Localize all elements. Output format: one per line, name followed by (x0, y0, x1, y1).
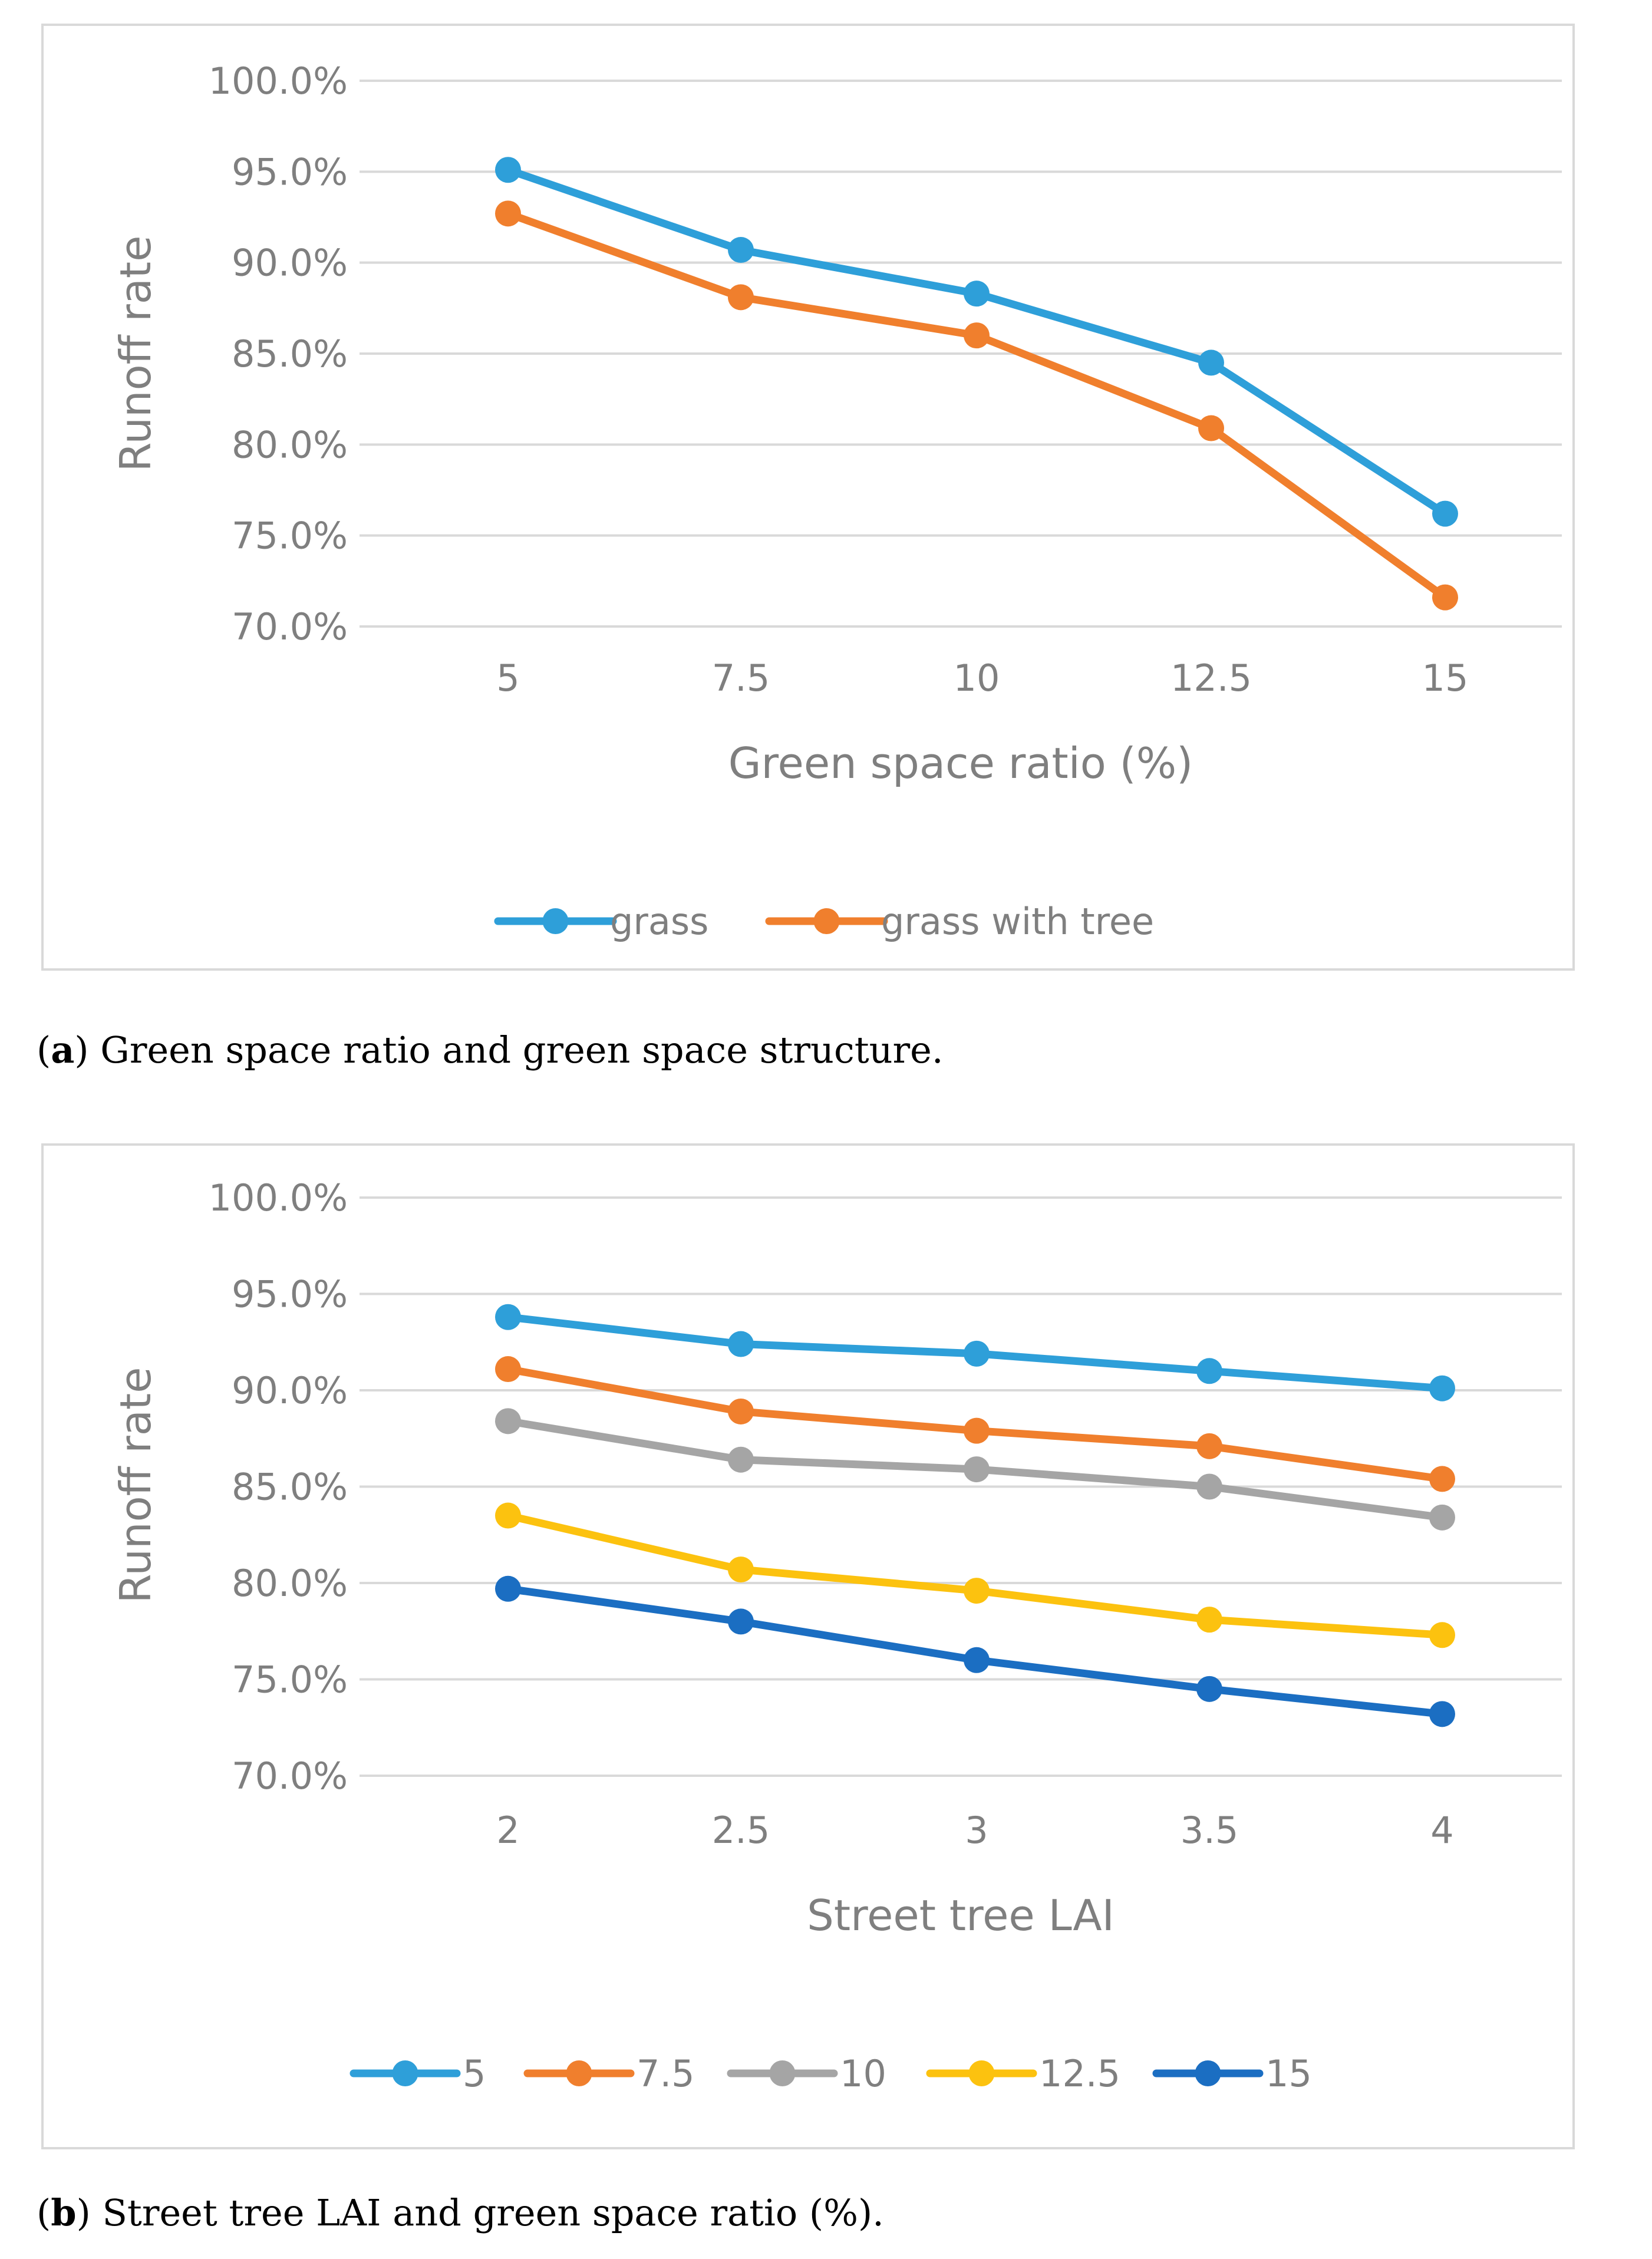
data-point (1429, 1701, 1455, 1727)
legend-label: 5 (463, 2052, 486, 2095)
data-point (1196, 1607, 1222, 1633)
legend-marker (566, 2060, 592, 2086)
data-point (728, 1446, 754, 1473)
y-tick-label: 85.0% (232, 1466, 348, 1509)
y-tick-label: 90.0% (232, 1369, 348, 1412)
data-point (1198, 415, 1224, 441)
y-axis-title: Runoff rate (111, 236, 160, 472)
y-tick-label: 80.0% (232, 1562, 348, 1605)
data-point (728, 1556, 754, 1583)
y-tick-label: 85.0% (232, 332, 348, 375)
data-point (728, 1608, 754, 1635)
data-point (1432, 500, 1458, 527)
caption-a: (a) Green space ratio and green space st… (37, 1028, 944, 1071)
chart-b: 100.0% 95.0% 90.0% 85.0% 80.0% 75.0% 70.0% 2 2.5… (41, 1143, 1575, 2149)
data-point (1429, 1375, 1455, 1401)
chart-frame (41, 24, 1575, 971)
data-point (495, 1408, 521, 1434)
data-point (728, 237, 754, 263)
data-point (964, 1456, 990, 1483)
data-point (964, 1647, 990, 1673)
legend-marker (968, 2060, 995, 2086)
data-point (1196, 1433, 1222, 1459)
legend-label: 12.5 (1039, 2052, 1120, 2095)
data-point (964, 281, 990, 307)
legend-label: grass with tree (881, 900, 1154, 943)
y-tick-label: 75.0% (232, 515, 348, 558)
data-point (495, 1304, 521, 1330)
data-point (964, 1340, 990, 1367)
y-tick-label: 100.0% (209, 1176, 348, 1219)
y-tick-label: 75.0% (232, 1658, 348, 1701)
legend-marker (769, 2060, 796, 2086)
caption-b-letter: b (51, 2191, 77, 2234)
legend-label: 7.5 (637, 2052, 695, 2095)
data-point (1429, 1504, 1455, 1531)
x-tick-label: 4 (1430, 1809, 1453, 1852)
y-tick-label: 70.0% (232, 1755, 348, 1798)
data-point (1429, 1622, 1455, 1648)
data-point (964, 1417, 990, 1444)
data-point (1429, 1466, 1455, 1492)
data-point (1196, 1358, 1222, 1384)
x-tick-label: 5 (496, 657, 519, 700)
data-point (964, 1578, 990, 1604)
data-point (964, 322, 990, 349)
y-tick-label: 95.0% (232, 150, 348, 193)
y-tick-label: 70.0% (232, 605, 348, 648)
legend-label: 10 (840, 2052, 886, 2095)
chart-a: 100.0% 95.0% 90.0% 85.0% 80.0% 75.0% 70.0% 5 7.5… (41, 24, 1575, 971)
x-tick-label: 2 (496, 1809, 519, 1852)
y-tick-label: 100.0% (209, 60, 348, 103)
x-tick-label: 3.5 (1181, 1809, 1239, 1852)
data-point (728, 284, 754, 311)
data-point (1196, 1676, 1222, 1702)
caption-a-letter: a (51, 1028, 75, 1071)
x-tick-label: 7.5 (712, 657, 770, 700)
data-point (1196, 1473, 1222, 1500)
x-axis-title: Street tree LAI (807, 1891, 1114, 1940)
caption-b: (b) Street tree LAI and green space rati… (37, 2191, 884, 2234)
x-tick-label: 12.5 (1170, 657, 1252, 700)
x-tick-label: 10 (954, 657, 1000, 700)
legend-marker (392, 2060, 418, 2086)
x-tick-label: 2.5 (712, 1809, 770, 1852)
legend-marker (813, 908, 840, 934)
legend-label: 15 (1265, 2052, 1312, 2095)
data-point (495, 1575, 521, 1602)
data-point (1198, 349, 1224, 376)
legend-label: grass (610, 900, 708, 943)
x-tick-label: 15 (1422, 657, 1469, 700)
data-point (1432, 584, 1458, 611)
data-point (728, 1331, 754, 1357)
y-tick-label: 95.0% (232, 1273, 348, 1316)
x-axis-title: Green space ratio (%) (728, 738, 1193, 788)
y-axis-title: Runoff rate (111, 1367, 160, 1604)
x-tick-label: 3 (965, 1809, 988, 1852)
data-point (495, 1502, 521, 1529)
caption-a-text: ) Green space ratio and green space stru… (74, 1028, 944, 1071)
data-point (495, 200, 521, 227)
y-tick-label: 90.0% (232, 242, 348, 285)
data-point (495, 157, 521, 183)
data-point (495, 1356, 521, 1383)
chart-frame (41, 1143, 1575, 2149)
legend-marker (1195, 2060, 1221, 2086)
y-tick-label: 80.0% (232, 423, 348, 466)
legend-marker (542, 908, 569, 934)
caption-b-text: ) Street tree LAI and green space ratio … (76, 2191, 884, 2234)
data-point (728, 1398, 754, 1424)
